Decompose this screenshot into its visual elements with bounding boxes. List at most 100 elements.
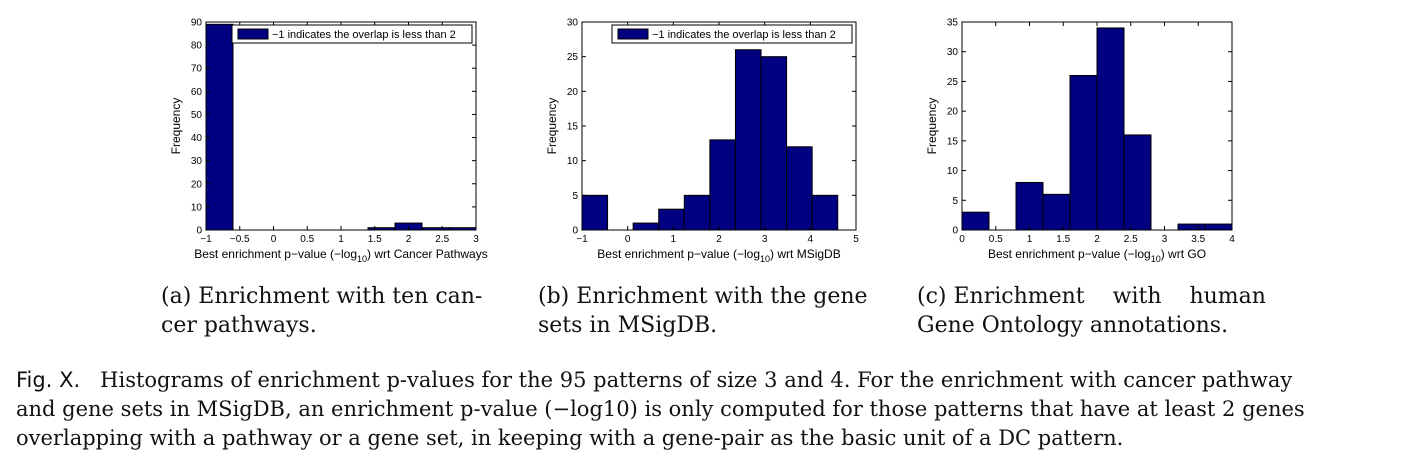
x-tick-label: 0 bbox=[959, 234, 965, 245]
x-tick-label: 1 bbox=[1027, 234, 1033, 245]
y-tick-label: 15 bbox=[567, 122, 579, 133]
bar bbox=[734, 49, 762, 231]
x-axis-label: Best enrichment p−value (−log10) wrt Can… bbox=[194, 247, 487, 264]
bar bbox=[1069, 74, 1098, 231]
x-axis-label: Best enrichment p−value (−log10) wrt GO bbox=[988, 247, 1206, 264]
y-tick-label: 25 bbox=[947, 77, 959, 88]
x-tick-label: 1 bbox=[338, 234, 344, 245]
bar bbox=[1177, 223, 1206, 231]
y-tick-label: 30 bbox=[947, 47, 959, 58]
y-tick-label: 50 bbox=[191, 110, 203, 121]
x-tick-label: 0 bbox=[625, 234, 631, 245]
y-tick-label: 30 bbox=[191, 156, 203, 167]
legend-box bbox=[611, 24, 853, 44]
plot-frame bbox=[205, 21, 477, 231]
subcaption-a-line2: cer pathways. bbox=[161, 313, 317, 338]
legend-swatch bbox=[617, 28, 649, 40]
legend-box bbox=[231, 24, 473, 44]
bar bbox=[1096, 27, 1125, 231]
bar bbox=[961, 211, 990, 231]
legend-swatch bbox=[237, 28, 269, 40]
x-tick-label: 1 bbox=[671, 234, 677, 245]
x-tick-label: 3 bbox=[1162, 234, 1168, 245]
y-tick-label: 0 bbox=[572, 226, 578, 237]
figure-caption-line3: overlapping with a pathway or a gene set… bbox=[16, 426, 1124, 450]
y-tick-label: 5 bbox=[572, 191, 578, 202]
y-tick-label: 15 bbox=[947, 136, 959, 147]
figure-caption-line2: and gene sets in MSigDB, an enrichment p… bbox=[16, 397, 1305, 421]
y-axis-label: Frequency bbox=[545, 98, 559, 155]
figure-caption: Fig. X. Histograms of enrichment p-value… bbox=[16, 366, 1412, 453]
bar bbox=[205, 23, 234, 231]
bar bbox=[658, 208, 685, 231]
x-tick-label: 3.5 bbox=[1191, 234, 1205, 245]
x-tick-label: 2.5 bbox=[1124, 234, 1138, 245]
x-tick-label: −1 bbox=[576, 234, 588, 245]
subcaption-c-line1: (c) Enrichment with human bbox=[917, 284, 1266, 309]
x-tick-label: 1.5 bbox=[1056, 234, 1070, 245]
y-tick-label: 90 bbox=[191, 18, 203, 29]
x-tick-label: 1.5 bbox=[368, 234, 382, 245]
y-tick-label: 5 bbox=[952, 196, 958, 207]
y-tick-label: 10 bbox=[947, 166, 959, 177]
x-tick-label: −0.5 bbox=[230, 234, 250, 245]
subcaption-b: (b) Enrichment with the gene sets in MSi… bbox=[538, 282, 898, 340]
subcaption-a-line1: (a) Enrichment with ten can- bbox=[161, 284, 483, 309]
y-tick-label: 20 bbox=[947, 107, 959, 118]
legend-label: −1 indicates the overlap is less than 2 bbox=[652, 29, 836, 41]
x-tick-label: 0 bbox=[271, 234, 277, 245]
x-tick-label: 5 bbox=[853, 234, 859, 245]
x-tick-label: 2.5 bbox=[435, 234, 449, 245]
y-tick-label: 25 bbox=[567, 52, 579, 63]
y-tick-label: 35 bbox=[947, 18, 959, 29]
y-tick-label: 70 bbox=[191, 64, 203, 75]
x-tick-label: 0.5 bbox=[300, 234, 314, 245]
bar bbox=[1042, 193, 1071, 231]
x-tick-label: 3 bbox=[762, 234, 768, 245]
x-tick-label: 2 bbox=[406, 234, 412, 245]
histogram-a: −1 −0.5 0 0.5 1 1.5 2 2.5 30102030405060708090Fr… bbox=[169, 18, 488, 265]
x-tick-label: 3 bbox=[473, 234, 479, 245]
bar bbox=[581, 194, 609, 231]
x-tick-label: 4 bbox=[1229, 234, 1235, 245]
y-tick-label: 20 bbox=[567, 87, 579, 98]
y-tick-label: 10 bbox=[191, 202, 203, 213]
legend-label: −1 indicates the overlap is less than 2 bbox=[272, 29, 456, 41]
figure-label: Fig. X. bbox=[16, 368, 81, 392]
y-tick-label: 0 bbox=[196, 226, 202, 237]
x-tick-label: −1 bbox=[200, 234, 212, 245]
bar bbox=[1123, 134, 1152, 231]
subcaption-c: (c) Enrichment with human Gene Ontology … bbox=[917, 282, 1277, 340]
y-tick-label: 30 bbox=[567, 18, 579, 29]
y-tick-label: 0 bbox=[952, 226, 958, 237]
subcaption-c-line2: Gene Ontology annotations. bbox=[917, 313, 1229, 338]
subcaption-b-line2: sets in MSigDB. bbox=[538, 313, 718, 338]
bar bbox=[760, 56, 788, 231]
bar bbox=[709, 139, 736, 231]
subcaption-a: (a) Enrichment with ten can- cer pathway… bbox=[161, 282, 521, 340]
bar bbox=[786, 146, 813, 231]
bar bbox=[1204, 223, 1233, 231]
bar bbox=[683, 194, 711, 231]
y-tick-label: 80 bbox=[191, 41, 203, 52]
bar bbox=[811, 194, 839, 231]
histogram-c: 0 0.5 1 1.5 2 2.5 3 3.5 4 0 5 10 15 20 25 30 35 Frequency… bbox=[925, 18, 1235, 265]
x-tick-label: 0.5 bbox=[989, 234, 1003, 245]
bar bbox=[1015, 181, 1044, 231]
bar bbox=[632, 222, 660, 231]
figure-caption-line1: Fig. X. Histograms of enrichment p-value… bbox=[16, 366, 1412, 395]
y-axis-label: Frequency bbox=[169, 98, 183, 155]
subcaption-b-line1: (b) Enrichment with the gene bbox=[538, 284, 868, 309]
y-tick-label: 20 bbox=[191, 179, 203, 190]
x-tick-label: 2 bbox=[716, 234, 722, 245]
y-axis-label: Frequency bbox=[925, 98, 939, 155]
x-tick-label: 2 bbox=[1094, 234, 1100, 245]
y-tick-label: 10 bbox=[567, 156, 579, 167]
figure-caption-text1: Histograms of enrichment p-values for th… bbox=[100, 368, 1293, 392]
y-tick-label: 60 bbox=[191, 87, 203, 98]
y-tick-label: 40 bbox=[191, 133, 203, 144]
x-axis-label: Best enrichment p−value (−log10) wrt MSi… bbox=[597, 247, 840, 264]
x-tick-label: 4 bbox=[808, 234, 814, 245]
